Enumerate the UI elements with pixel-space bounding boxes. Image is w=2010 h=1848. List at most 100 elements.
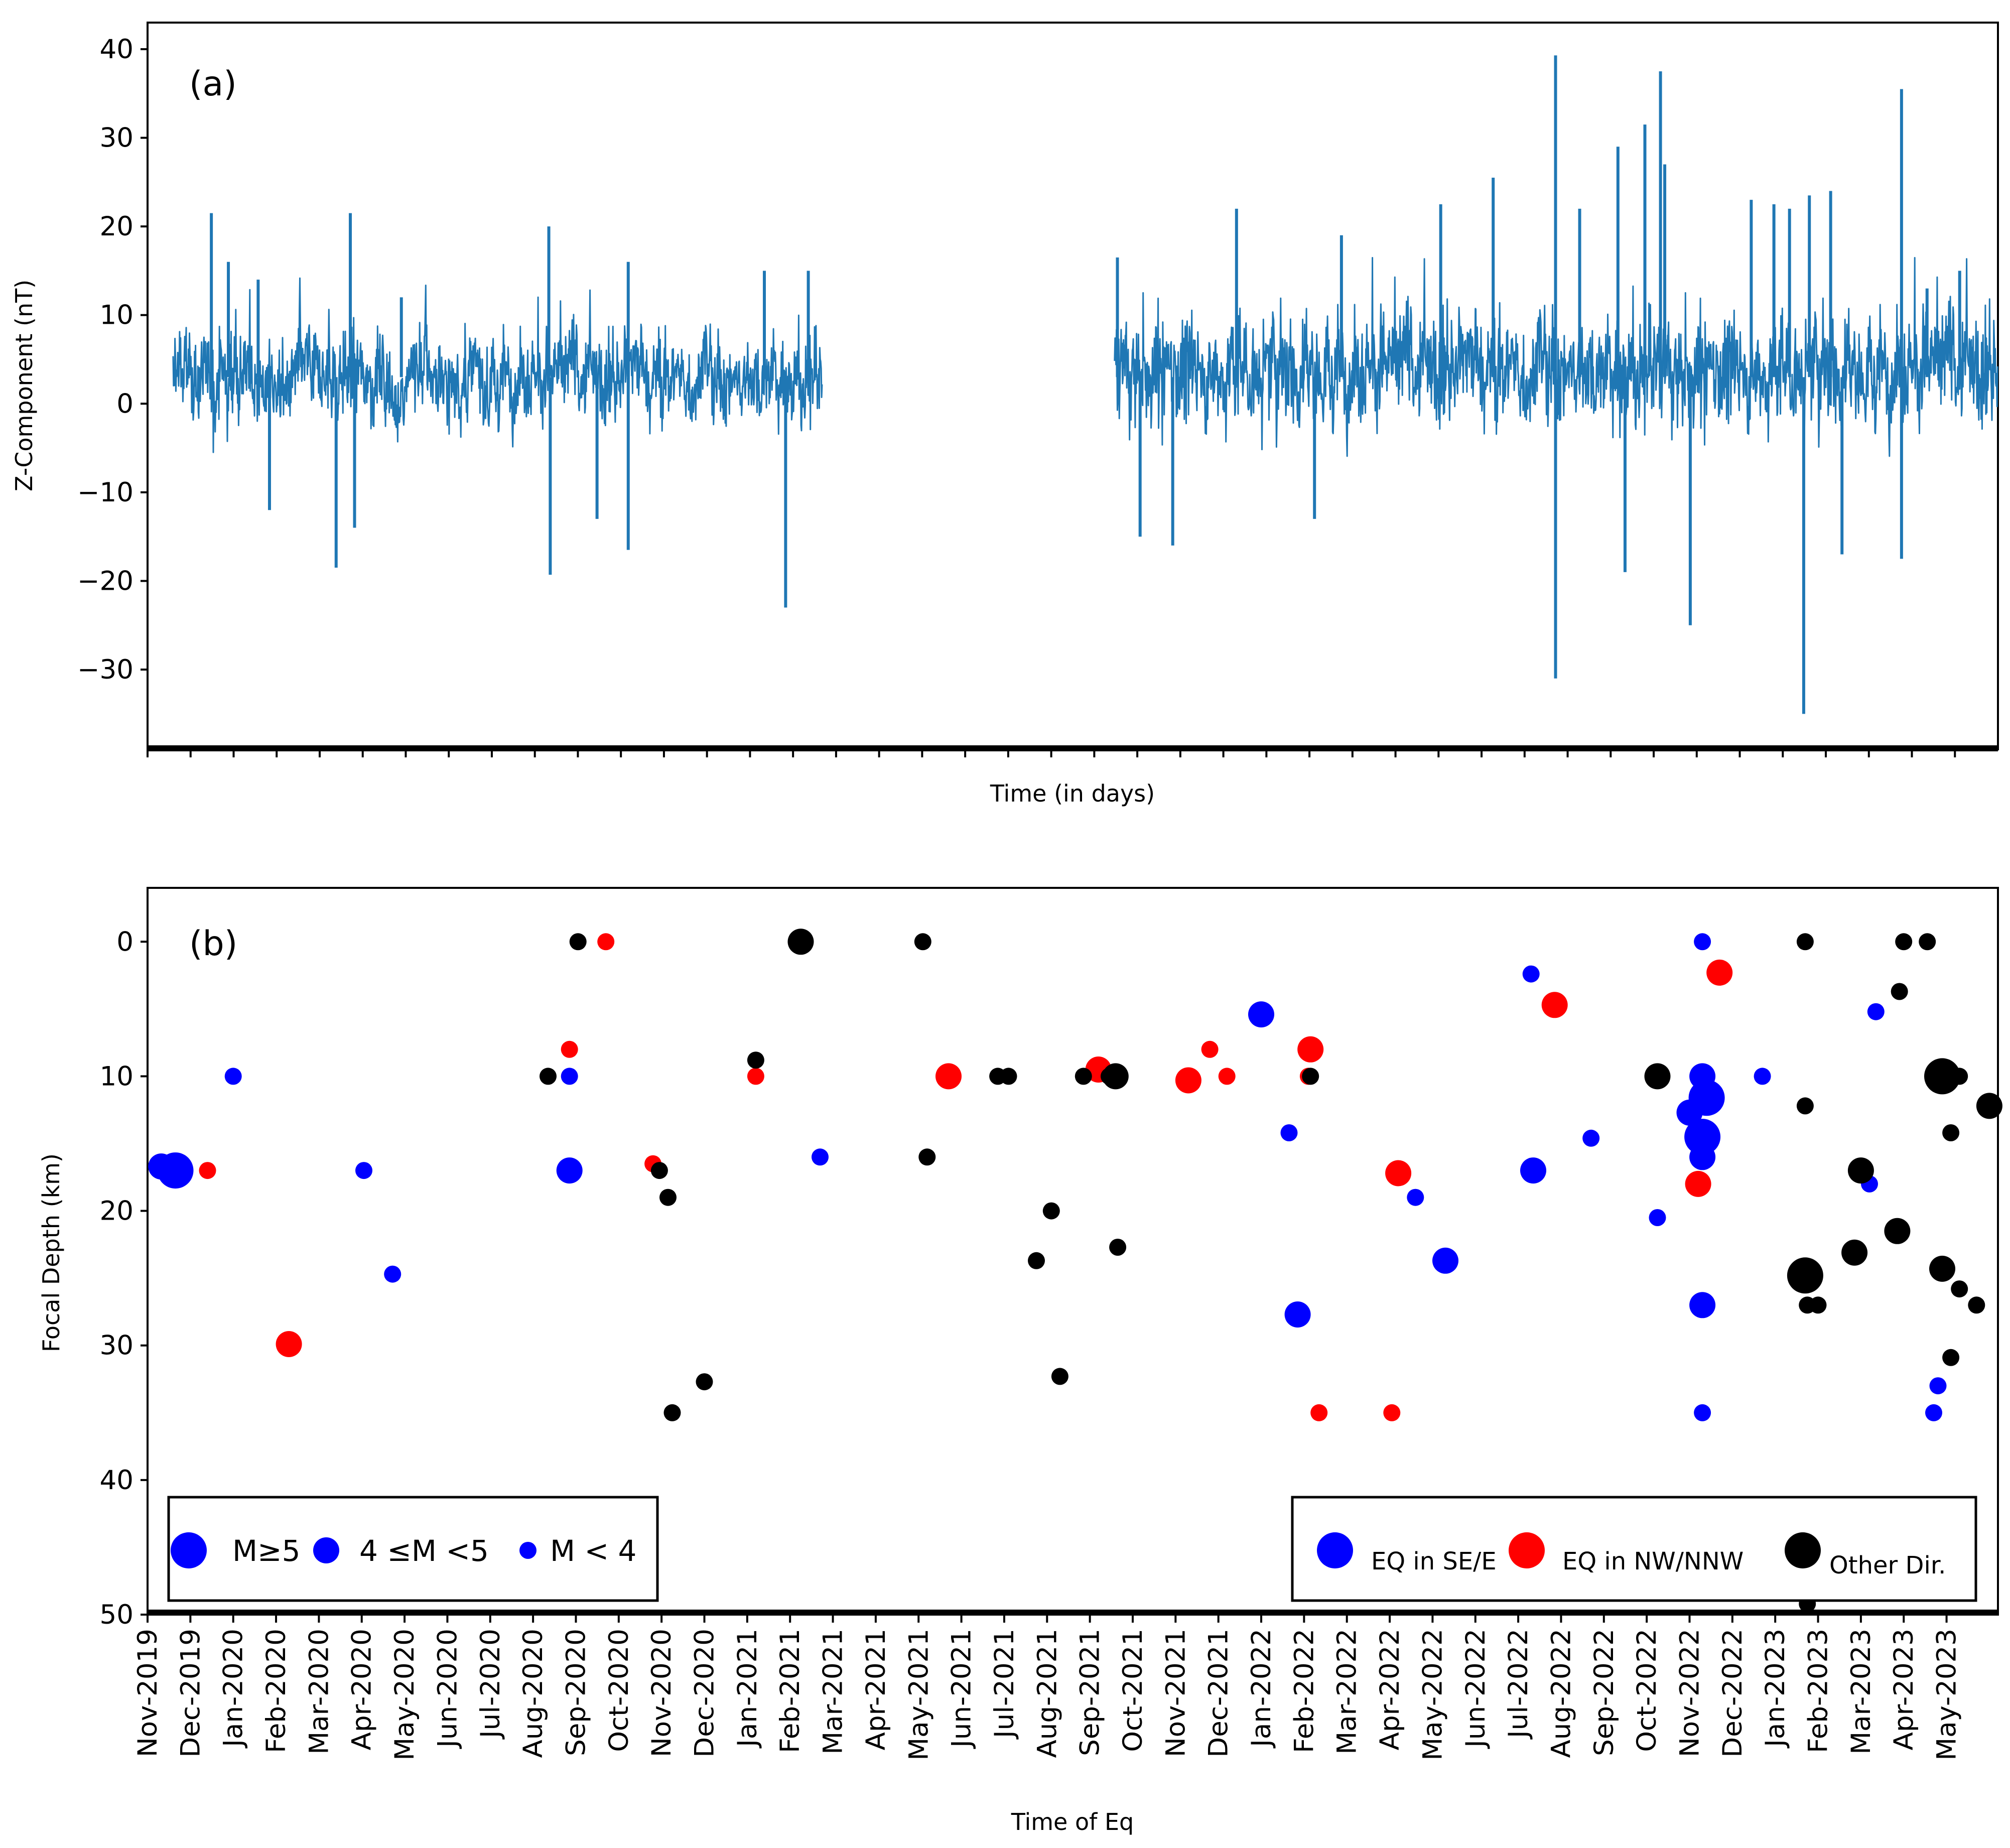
eq-point-se — [1407, 1189, 1424, 1206]
eq-point-nw — [1706, 959, 1733, 986]
panel-b-y-tick-label: 50 — [100, 1600, 133, 1630]
panel-b-x-tick-label: Apr-2022 — [1375, 1629, 1405, 1750]
eq-point-other — [1809, 1296, 1827, 1314]
eq-point-nw — [199, 1162, 216, 1179]
eq-point-nw — [935, 1063, 962, 1090]
panel-a-y-tick-label: −10 — [77, 477, 133, 508]
panel-b-x-tick-label: Jan-2023 — [1760, 1629, 1791, 1749]
eq-point-other — [1942, 1349, 1960, 1366]
eq-point-other — [659, 1189, 677, 1206]
eq-point-other — [1075, 1068, 1092, 1085]
eq-point-se — [224, 1068, 242, 1085]
eq-point-se — [384, 1265, 401, 1283]
panel-b-x-tick-label: Dec-2022 — [1717, 1629, 1748, 1758]
panel-a-y-tick-label: 0 — [116, 388, 133, 419]
eq-point-other — [1302, 1068, 1319, 1085]
panel-b-label: (b) — [189, 924, 237, 964]
eq-point-nw — [747, 1068, 764, 1085]
legend-label-medium: 4 ≤M <5 — [359, 1534, 489, 1568]
panel-b-x-tick-label: May-2022 — [1417, 1629, 1448, 1761]
panel-b-x-tick-label: Aug-2020 — [518, 1629, 549, 1758]
legend-direction: EQ in SE/E EQ in NW/NNW Other Dir. — [1291, 1496, 1977, 1602]
panel-a-y-axis: −30 −20 −10 0 10 20 30 40 — [77, 34, 148, 685]
panel-b-x-tick-label: Feb-2023 — [1803, 1629, 1834, 1753]
legend-marker-other — [1785, 1532, 1821, 1568]
eq-point-se — [1925, 1404, 1942, 1421]
panel-b-x-tick-label: Sep-2022 — [1589, 1629, 1620, 1756]
panel-a-label: (a) — [189, 64, 237, 104]
panel-b-y-tick-label: 20 — [100, 1196, 133, 1227]
panel-b-x-tick-label: May-2020 — [389, 1629, 420, 1761]
z-component-line-segment — [172, 277, 823, 453]
panel-b-x-tick-label: Jun-2020 — [432, 1629, 463, 1749]
eq-point-other — [914, 933, 931, 951]
eq-point-se — [1754, 1068, 1771, 1085]
eq-point-other — [1109, 1239, 1127, 1256]
panel-b-x-tick-label: Dec-2021 — [1203, 1629, 1234, 1758]
legend-label-se: EQ in SE/E — [1371, 1547, 1497, 1575]
panel-a-y-tick-label: −30 — [77, 654, 133, 685]
eq-point-nw — [276, 1331, 302, 1357]
panel-a-spike-layer — [210, 55, 1961, 714]
eq-point-se — [1284, 1301, 1311, 1328]
legend-label-nw: EQ in NW/NNW — [1562, 1547, 1744, 1575]
eq-point-nw — [1385, 1160, 1412, 1186]
panel-b-y-tick-label: 10 — [100, 1061, 133, 1092]
eq-point-other — [1796, 933, 1814, 951]
panel-b-focal-depth: 0 10 20 30 40 50 Nov-2019 Dec-2019 Jan-2020 Feb-… — [38, 887, 2002, 1835]
panel-b-y-tick-label: 40 — [100, 1465, 133, 1496]
eq-point-other — [747, 1051, 764, 1069]
eq-point-other — [1951, 1068, 1968, 1085]
eq-point-other — [540, 1068, 557, 1085]
eq-point-other — [1976, 1093, 2002, 1119]
panel-b-x-tick-label: Jan-2021 — [732, 1629, 763, 1749]
eq-point-se — [1649, 1209, 1666, 1226]
eq-point-other — [1891, 983, 1908, 1000]
eq-point-se — [1432, 1247, 1458, 1274]
eq-point-other — [1787, 1257, 1823, 1294]
eq-point-se — [1520, 1157, 1546, 1184]
panel-b-x-tick-label: Mar-2020 — [304, 1629, 334, 1755]
panel-b-x-tick-label: Oct-2022 — [1632, 1629, 1662, 1752]
legend-magnitude: M≥5 4 ≤M <5 M < 4 — [167, 1496, 659, 1602]
legend-marker-nw — [1509, 1532, 1545, 1568]
panel-a-line-layer — [172, 257, 1998, 457]
eq-point-other — [1847, 1157, 1874, 1184]
eq-point-se — [1694, 933, 1711, 951]
eq-point-other — [1841, 1239, 1868, 1266]
legend-label-other: Other Dir. — [1829, 1551, 1946, 1579]
eq-point-other — [1929, 1255, 1955, 1282]
panel-b-x-tick-label: Dec-2019 — [175, 1629, 206, 1758]
eq-point-se — [1689, 1144, 1716, 1170]
eq-point-se — [812, 1148, 829, 1166]
panel-b-x-tick-label: Nov-2022 — [1675, 1629, 1705, 1757]
panel-a-y-tick-label: 40 — [100, 34, 133, 65]
panel-b-x-tick-label: Apr-2023 — [1889, 1629, 1919, 1750]
panel-b-y-axis-title: Focal Depth (km) — [38, 1153, 65, 1352]
eq-point-other — [1951, 1280, 1968, 1298]
eq-point-se — [556, 1157, 583, 1184]
panel-b-x-axis-band — [148, 1610, 1998, 1616]
eq-point-nw — [1297, 1036, 1324, 1063]
eq-point-other — [1895, 933, 1913, 951]
panel-b-x-tick-label: Mar-2022 — [1332, 1629, 1363, 1755]
panel-a-y-tick-label: 30 — [100, 123, 133, 154]
eq-point-other — [569, 933, 587, 951]
panel-b-x-tick-label: Mar-2023 — [1846, 1629, 1877, 1755]
legend-marker-medium — [313, 1537, 339, 1563]
panel-b-x-tick-label: Feb-2021 — [775, 1629, 806, 1753]
eq-point-other — [1000, 1068, 1017, 1085]
panel-b-y-tick-label: 30 — [100, 1331, 133, 1361]
eq-point-se — [1280, 1124, 1298, 1141]
panel-b-x-tick-label: Dec-2020 — [690, 1629, 720, 1758]
panel-b-x-tick-label: Jun-2022 — [1460, 1629, 1491, 1749]
legend-marker-small — [519, 1542, 537, 1559]
eq-point-nw — [597, 933, 615, 951]
eq-point-nw — [1383, 1404, 1401, 1421]
panel-b-x-tick-label: Apr-2021 — [861, 1629, 891, 1750]
eq-point-other — [1919, 933, 1936, 951]
panel-b-x-tick-label: Mar-2021 — [818, 1629, 849, 1755]
eq-point-nw — [1310, 1404, 1328, 1421]
eq-point-se — [1684, 1119, 1721, 1155]
